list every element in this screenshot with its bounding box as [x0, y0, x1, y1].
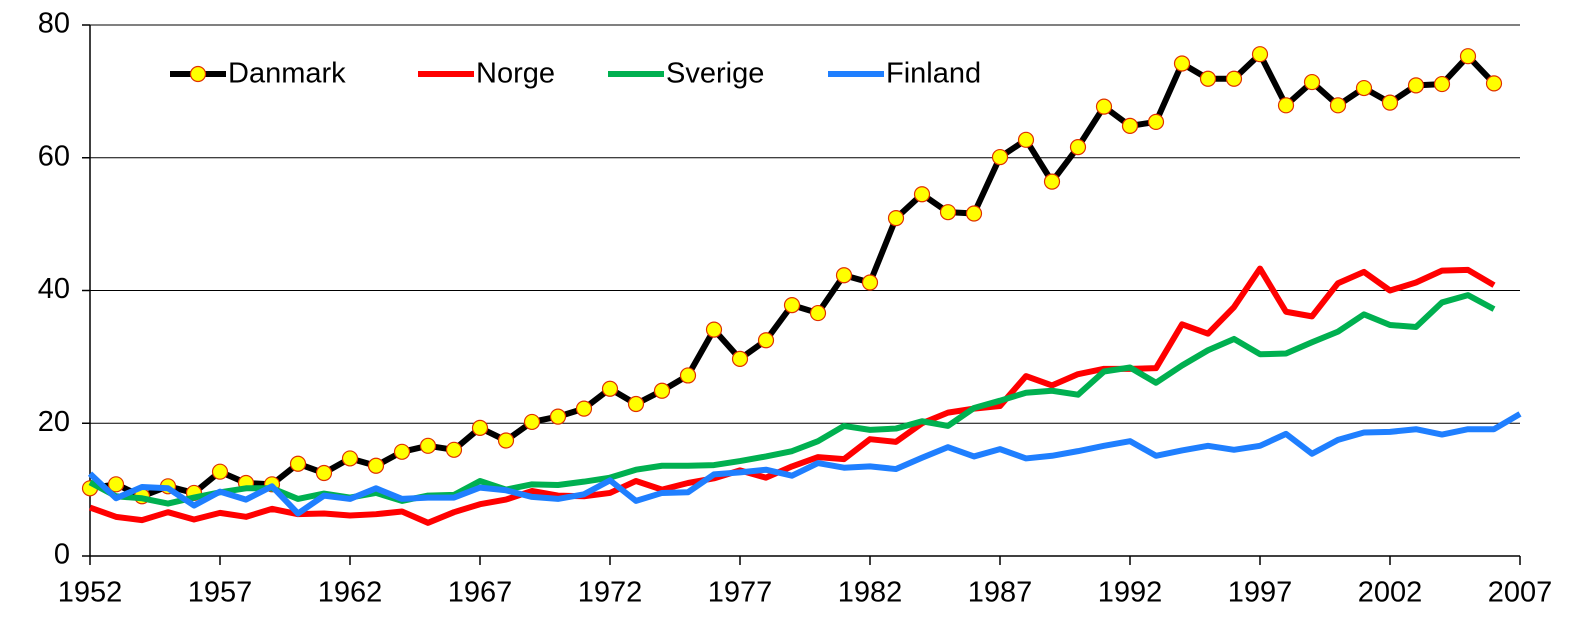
marker [1251, 46, 1269, 63]
marker [1303, 73, 1321, 91]
marker [965, 205, 983, 222]
marker [1121, 117, 1139, 134]
marker [939, 204, 957, 221]
x-tick-label: 1987 [968, 577, 1033, 609]
series-line [88, 292, 1496, 507]
x-tick-label: 2007 [1488, 577, 1553, 609]
marker [211, 463, 229, 480]
marker [575, 400, 593, 417]
marker [757, 332, 775, 349]
y-tick-label: 20 [38, 406, 70, 438]
marker [679, 367, 697, 384]
marker [1017, 131, 1035, 148]
y-tick-label: 40 [38, 273, 70, 305]
series-line [87, 411, 1522, 517]
marker [1355, 79, 1373, 97]
x-tick-label: 1992 [1098, 577, 1163, 609]
x-tick-label: 1997 [1228, 577, 1293, 609]
marker [523, 413, 541, 431]
marker [1329, 97, 1347, 114]
marker [315, 464, 333, 482]
y-tick-label: 0 [54, 539, 70, 571]
series-line [88, 265, 1496, 526]
marker [1433, 75, 1451, 93]
marker [341, 450, 359, 467]
x-tick-label: 1982 [838, 577, 903, 609]
marker [1173, 55, 1191, 72]
marker [705, 321, 723, 338]
marker [1225, 70, 1243, 87]
x-tick-label: 1962 [318, 577, 383, 609]
marker [1095, 98, 1113, 115]
marker [731, 350, 749, 367]
series-line [89, 51, 1497, 500]
x-tick-label: 1967 [448, 577, 513, 609]
marker [1381, 94, 1399, 111]
marker [549, 408, 567, 425]
legend-marker [189, 65, 207, 83]
marker [1069, 139, 1087, 156]
marker [419, 437, 437, 454]
x-tick-label: 1952 [58, 577, 123, 609]
marker [1277, 97, 1295, 114]
marker [471, 419, 489, 436]
legend-label: Danmark [228, 58, 346, 90]
marker [783, 297, 801, 314]
marker [107, 476, 125, 493]
marker [601, 380, 619, 397]
marker [1043, 173, 1061, 190]
marker [1459, 48, 1477, 65]
marker [809, 304, 827, 322]
x-tick-label: 1972 [578, 577, 643, 609]
marker [289, 455, 307, 472]
legend-label: Sverige [666, 58, 764, 90]
marker [861, 274, 879, 291]
marker [887, 210, 905, 227]
x-tick-label: 2002 [1358, 577, 1423, 609]
marker [653, 382, 671, 399]
legend-label: Finland [886, 58, 981, 90]
marker [1485, 75, 1503, 92]
x-tick-label: 1977 [708, 577, 773, 609]
marker [1407, 77, 1425, 94]
marker [367, 457, 385, 474]
marker [913, 186, 931, 203]
x-tick-label: 1957 [188, 577, 253, 609]
legend-label: Norge [476, 58, 555, 90]
marker [445, 441, 463, 458]
y-tick-label: 80 [38, 8, 70, 40]
marker [497, 432, 515, 449]
marker [991, 148, 1009, 166]
marker [835, 267, 853, 284]
marker [627, 395, 645, 413]
marker [1147, 113, 1165, 131]
marker [393, 443, 411, 460]
marker [1199, 70, 1217, 87]
y-tick-label: 60 [38, 140, 70, 172]
